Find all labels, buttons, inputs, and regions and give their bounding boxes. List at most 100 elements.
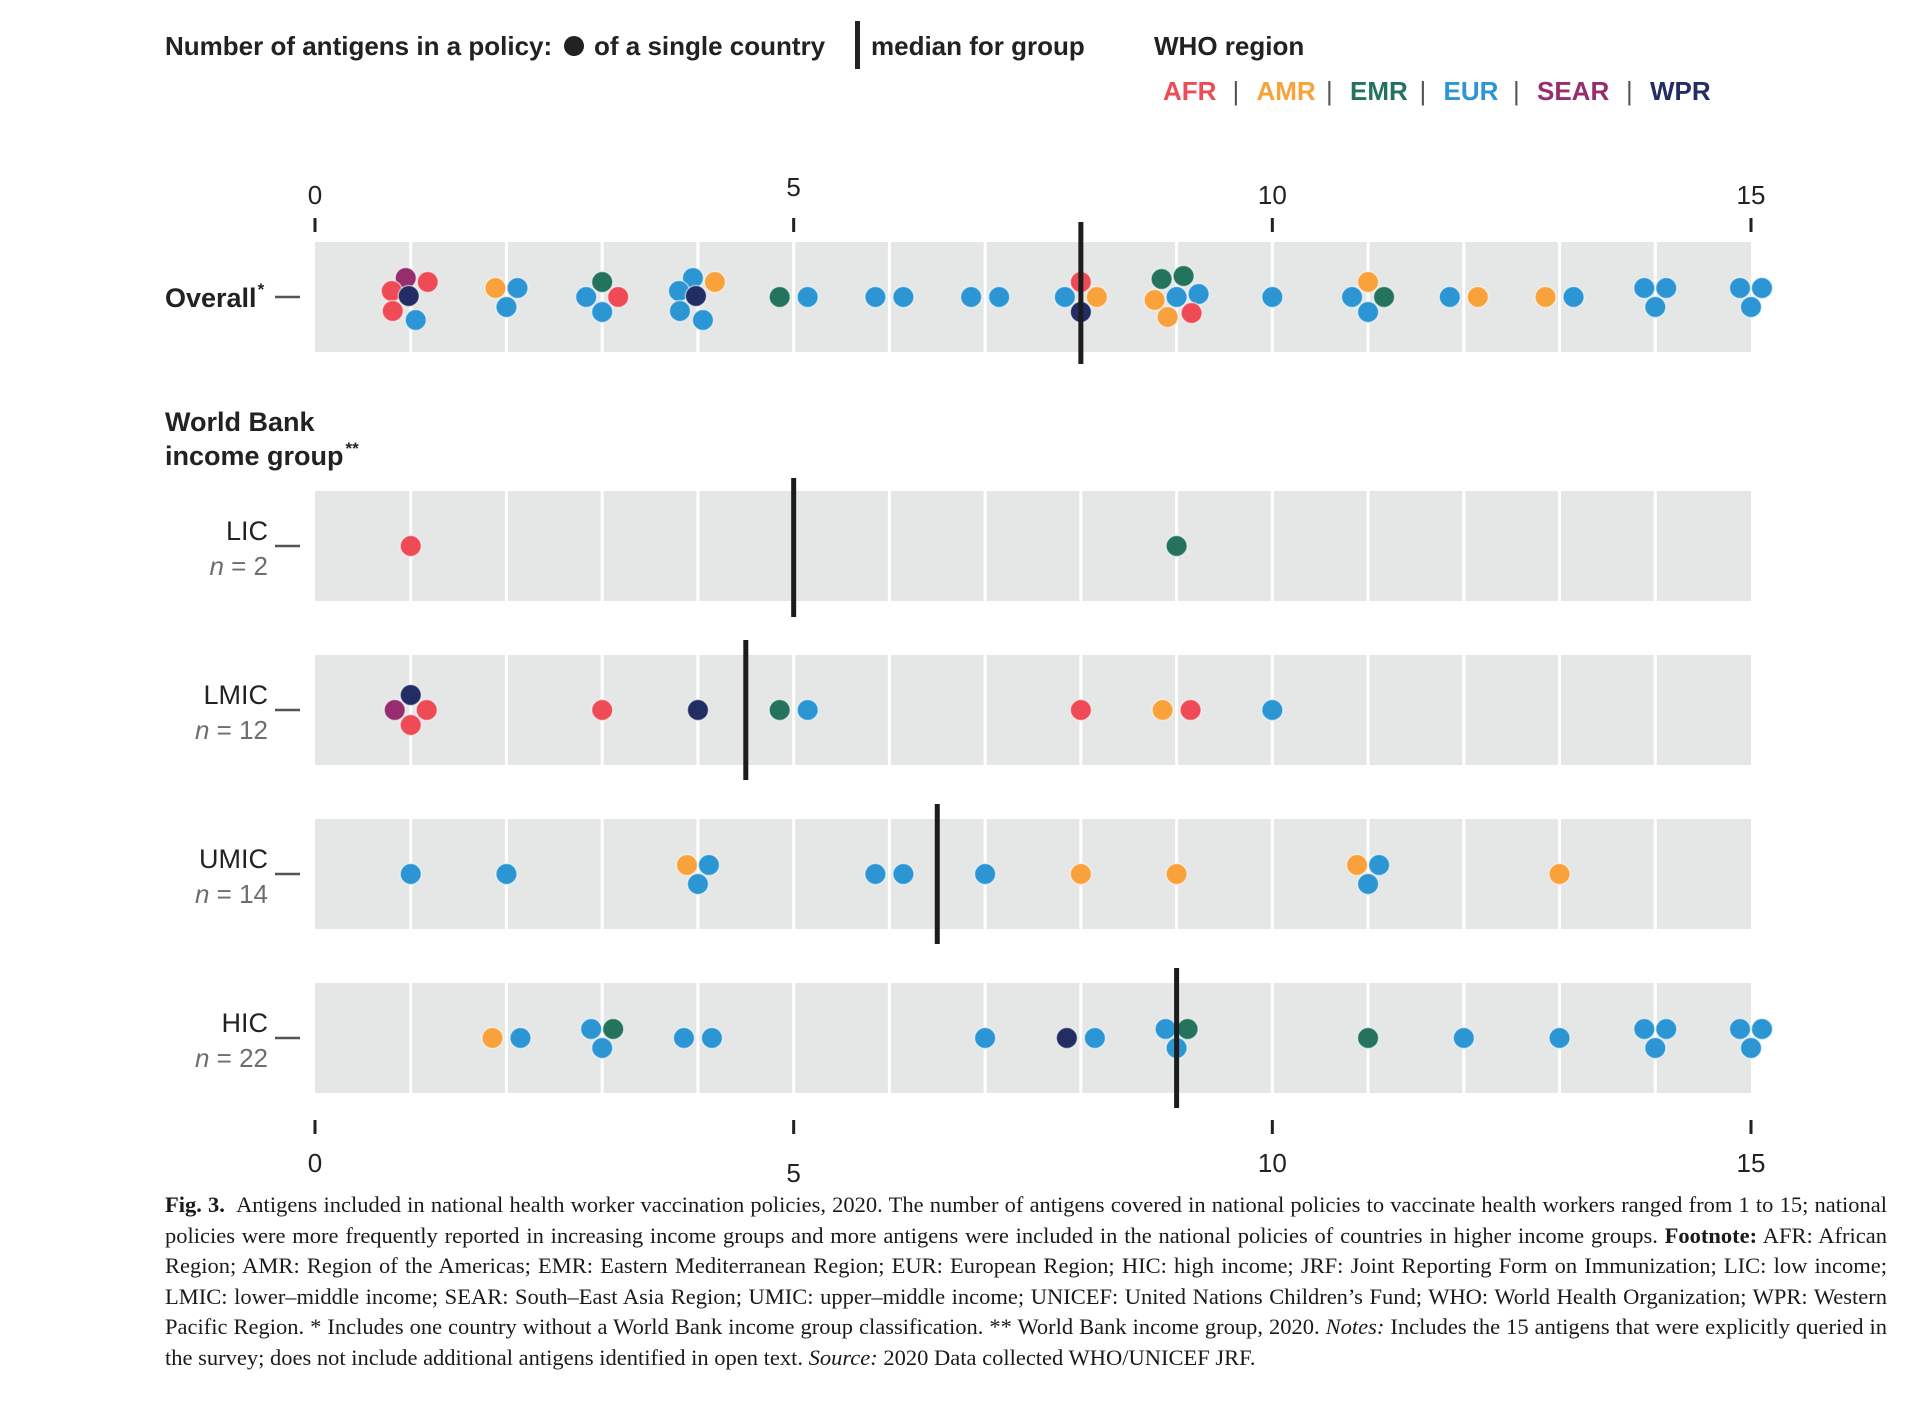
point-amr xyxy=(703,270,727,294)
point-eur xyxy=(686,872,710,896)
point-eur xyxy=(1340,285,1364,309)
chart-rows: Overall* LIC n = 2 LMIC n = 12 UMIC n = 14 HIC n… xyxy=(165,222,1774,1108)
point-eur xyxy=(1548,1026,1571,1050)
point-eur xyxy=(1728,1017,1752,1041)
point-amr xyxy=(1548,862,1571,886)
top-axis-tick-label: 0 xyxy=(308,180,322,210)
point-emr xyxy=(1150,267,1173,291)
point-afr xyxy=(399,534,422,558)
point-amr xyxy=(1165,862,1188,886)
point-wpr xyxy=(684,284,708,308)
legend-region-sear: SEAR xyxy=(1537,76,1609,106)
legend: Number of antigens in a policy: of a sin… xyxy=(165,21,1711,106)
point-eur xyxy=(575,285,598,309)
point-wpr xyxy=(1055,1026,1079,1050)
row-n-label: n = 14 xyxy=(195,879,268,909)
point-emr xyxy=(1176,1017,1199,1041)
caption-fig-label: Fig. 3. xyxy=(165,1192,225,1217)
point-eur xyxy=(591,300,614,324)
point-eur xyxy=(1261,285,1284,309)
point-eur xyxy=(495,862,518,886)
legend-dots-title: Number of antigens in a policy: xyxy=(165,31,552,61)
region-separator: | xyxy=(1513,76,1520,106)
legend-median-label: median for group xyxy=(871,31,1085,61)
point-amr xyxy=(1466,285,1490,309)
row-panel xyxy=(315,242,1751,352)
point-eur xyxy=(1356,300,1380,324)
point-afr xyxy=(399,713,422,737)
bottom-axis-tick-label: 0 xyxy=(308,1148,322,1178)
legend-region-eur: EUR xyxy=(1444,76,1499,106)
point-eur xyxy=(973,862,997,886)
figure-caption: Fig. 3. Antigens included in national he… xyxy=(165,1190,1887,1373)
point-afr xyxy=(1180,301,1203,325)
point-eur xyxy=(506,276,529,300)
point-afr xyxy=(415,698,438,722)
section-header-line2: income group ** xyxy=(165,439,359,471)
row-hic: HIC n = 22 xyxy=(195,968,1774,1108)
row-label: LIC xyxy=(226,516,268,546)
point-afr xyxy=(1179,698,1202,722)
point-afr xyxy=(607,285,630,309)
point-emr xyxy=(1165,534,1188,558)
region-separator: | xyxy=(1420,76,1427,106)
point-eur xyxy=(1655,276,1678,300)
row-overall: Overall* xyxy=(165,222,1774,364)
top-axis-tick-label: 15 xyxy=(1737,180,1766,210)
row-panel xyxy=(315,491,1751,601)
point-eur xyxy=(892,862,915,886)
point-eur xyxy=(1187,282,1210,306)
point-eur xyxy=(509,1026,532,1050)
top-x-axis: 0 5 10 15 xyxy=(308,172,1766,232)
point-wpr xyxy=(397,284,420,308)
point-eur xyxy=(864,285,887,309)
legend-region-amr: AMR xyxy=(1257,76,1316,106)
point-amr xyxy=(1356,270,1380,294)
point-eur xyxy=(668,299,692,323)
point-eur xyxy=(697,853,721,877)
caption-footnote: AFR: African Region; AMR: Region of the … xyxy=(165,1222,1888,1340)
point-emr xyxy=(1372,285,1396,309)
point-eur xyxy=(959,285,983,309)
point-eur xyxy=(1633,276,1656,300)
caption-source: 2020 Data collected WHO/UNICEF JRF. xyxy=(883,1344,1256,1370)
caption-source-label: Source: xyxy=(808,1344,878,1370)
point-eur xyxy=(973,1026,997,1050)
legend-region-emr: EMR xyxy=(1350,76,1408,106)
point-eur xyxy=(987,285,1011,309)
region-separator: | xyxy=(1233,76,1240,106)
point-eur xyxy=(1356,872,1380,896)
point-amr xyxy=(1534,285,1557,309)
point-eur xyxy=(404,308,427,332)
top-axis-tick-label: 5 xyxy=(786,172,800,202)
point-eur xyxy=(672,1026,696,1050)
row-n-label: n = 22 xyxy=(195,1043,268,1073)
caption-main: Antigens included in national health wor… xyxy=(165,1192,1888,1248)
point-eur xyxy=(1750,276,1774,300)
point-eur xyxy=(1083,1026,1107,1050)
point-amr xyxy=(1069,862,1093,886)
row-umic: UMIC n = 14 xyxy=(195,804,1751,944)
bottom-axis-tick-label: 5 xyxy=(786,1158,800,1185)
region-separator: | xyxy=(1626,76,1633,106)
legend-dot-label: of a single country xyxy=(594,31,826,61)
legend-dot-marker xyxy=(564,36,584,56)
region-separator: | xyxy=(1326,76,1333,106)
point-sear xyxy=(383,698,406,722)
point-eur xyxy=(700,1026,724,1050)
point-eur xyxy=(1053,285,1077,309)
row-panel xyxy=(315,819,1751,929)
point-eur xyxy=(1728,276,1752,300)
point-eur xyxy=(399,862,422,886)
row-lmic: LMIC n = 12 xyxy=(195,640,1751,780)
point-eur xyxy=(1739,295,1763,319)
point-amr xyxy=(1345,853,1369,877)
point-eur xyxy=(1750,1017,1774,1041)
point-eur xyxy=(1644,1036,1667,1060)
caption-notes-label: Notes: xyxy=(1325,1314,1385,1339)
point-eur xyxy=(1261,698,1284,722)
point-emr xyxy=(768,698,791,722)
point-eur xyxy=(1633,1017,1656,1041)
point-amr xyxy=(481,1026,504,1050)
point-afr xyxy=(591,698,614,722)
